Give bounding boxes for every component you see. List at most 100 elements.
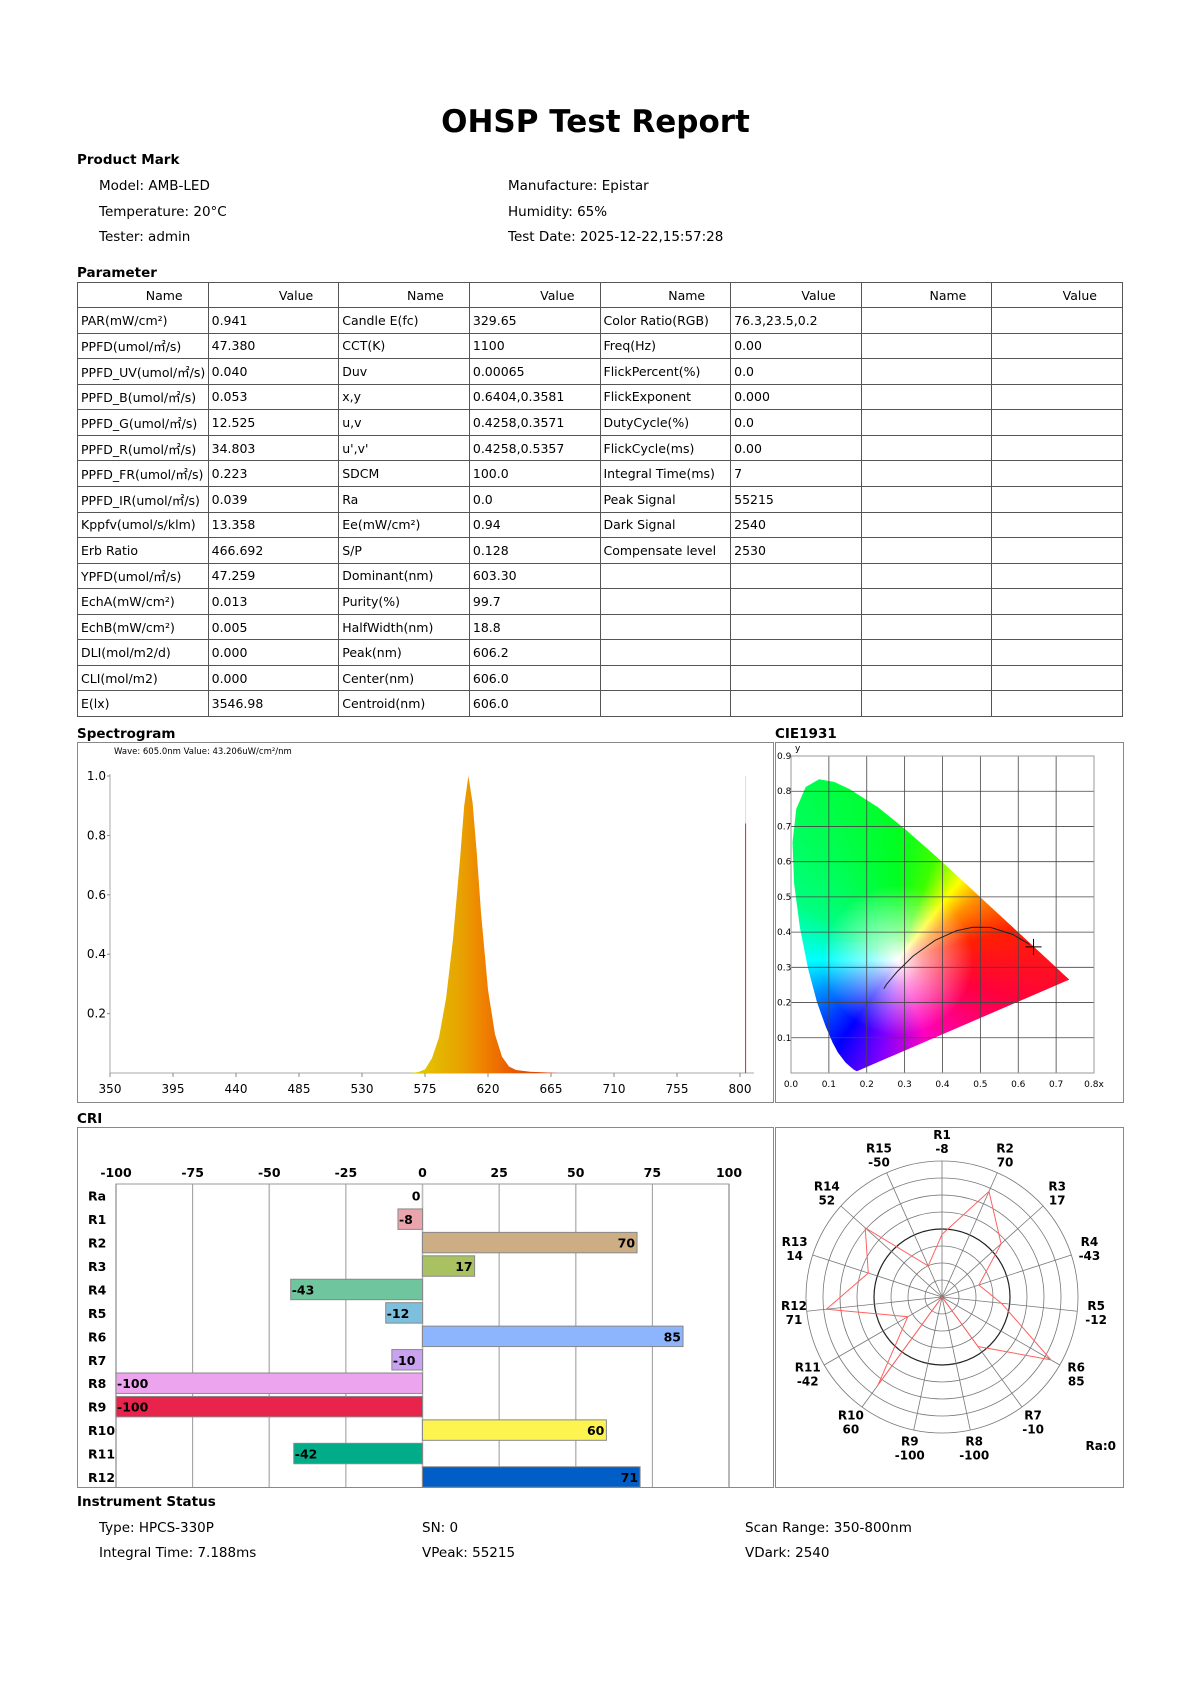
column-header: Name <box>599 282 732 308</box>
column-header: Name <box>860 282 993 308</box>
param-value: 1100 <box>468 332 601 360</box>
param-value: 12.525 <box>207 409 340 436</box>
param-value: 606.0 <box>468 690 601 717</box>
x-tick-label: 620 <box>477 1082 500 1096</box>
param-name: CLI(mol/m2) <box>77 664 209 692</box>
param-name: Candle E(fc) <box>338 307 470 334</box>
bar-value-label: 17 <box>455 1259 472 1274</box>
y-tick-label: 0.7 <box>777 822 791 832</box>
polar-spoke <box>941 1296 971 1431</box>
column-header: Name <box>338 282 470 308</box>
table-row: PPFD_B(umol/㎡/s) 0.053 x,y 0.6404,0.3581 Fli… <box>77 383 1123 411</box>
integral-time: Integral Time: 7.188ms <box>99 1545 257 1561</box>
table-row: PAR(mW/cm²) 0.941 Candle E(fc) 329.65 Color … <box>77 307 1123 334</box>
param-value: 0.000 <box>207 639 340 666</box>
y-tick-label: 0.9 <box>777 752 792 762</box>
param-name: PPFD(umol/㎡/s) <box>77 332 209 360</box>
param-name <box>860 639 993 666</box>
param-name <box>860 460 993 487</box>
param-name: PPFD_G(umol/㎡/s) <box>77 409 209 436</box>
param-name <box>860 434 993 462</box>
param-name: DLI(mol/m2/d) <box>77 639 209 666</box>
polar-label: R2 <box>996 1141 1014 1155</box>
cri-bar-R3 <box>422 1255 476 1277</box>
param-value: 0.000 <box>730 383 862 411</box>
manufacture: Manufacture: Epistar <box>508 178 649 194</box>
x-tick-label: 440 <box>225 1082 248 1096</box>
param-value: 2540 <box>730 511 862 539</box>
polar-label: R7 <box>1024 1408 1042 1422</box>
polar-label: R14 <box>814 1179 840 1193</box>
x-tick-label: 575 <box>414 1082 437 1096</box>
param-value: 0.941 <box>207 307 340 334</box>
param-name: DutyCycle(%) <box>599 409 732 436</box>
humidity: Humidity: 65% <box>508 204 608 220</box>
param-name: PPFD_UV(umol/㎡/s) <box>77 358 209 385</box>
y-tick-label: 0.8 <box>87 828 106 842</box>
bar-value-label: 71 <box>621 1470 638 1485</box>
page-title: OHSP Test Report <box>441 104 750 140</box>
param-name: EchA(mW/cm²) <box>77 588 209 615</box>
param-name: Ra <box>338 485 470 513</box>
parameter-heading: Parameter <box>77 265 157 281</box>
param-value: 0.040 <box>207 358 340 385</box>
polar-value: -100 <box>895 1449 925 1463</box>
param-value: 0.0 <box>468 485 601 513</box>
x-tick-label: 395 <box>162 1082 185 1096</box>
param-value: 0.4258,0.5357 <box>468 434 601 462</box>
param-value: 0.4258,0.3571 <box>468 409 601 436</box>
param-name <box>599 562 732 590</box>
param-name <box>599 639 732 666</box>
x-tick-label: -100 <box>100 1165 132 1180</box>
polar-value: -50 <box>868 1155 890 1169</box>
x-tick-label: 50 <box>567 1165 585 1180</box>
category-label: R1 <box>88 1212 106 1227</box>
table-row: DLI(mol/m2/d) 0.000 Peak(nm) 606.2 <box>77 639 1123 666</box>
y-tick-label: 0.6 <box>87 888 106 902</box>
param-name <box>860 690 993 717</box>
param-name: SDCM <box>338 460 470 487</box>
param-name: u',v' <box>338 434 470 462</box>
param-name: HalfWidth(nm) <box>338 613 470 641</box>
param-value <box>991 307 1123 334</box>
polar-value: 85 <box>1068 1375 1085 1389</box>
polar-spoke <box>941 1296 1060 1366</box>
param-value: 0.000 <box>207 664 340 692</box>
polar-spoke <box>941 1254 1072 1298</box>
polar-label: R5 <box>1087 1299 1105 1313</box>
param-name <box>860 485 993 513</box>
param-name: Centroid(nm) <box>338 690 470 717</box>
param-value <box>991 664 1123 692</box>
table-header-row: Name Value Name Value Name Value Name Value <box>77 282 1123 308</box>
param-value: 47.380 <box>207 332 340 360</box>
param-name <box>860 383 993 411</box>
param-name <box>860 613 993 641</box>
param-name: Ee(mW/cm²) <box>338 511 470 539</box>
x-tick-label: -25 <box>335 1165 358 1180</box>
bar-value-label: -12 <box>387 1306 410 1321</box>
param-name <box>599 690 732 717</box>
param-name: Dominant(nm) <box>338 562 470 590</box>
param-value <box>991 332 1123 360</box>
bar-value-label: -43 <box>292 1282 315 1297</box>
x-tick-label: -50 <box>258 1165 281 1180</box>
instrument-type: Type: HPCS-330P <box>99 1520 214 1536</box>
param-name: YPFD(umol/㎡/s) <box>77 562 209 590</box>
polar-spoke <box>941 1205 1044 1298</box>
table-row: Kppfv(umol/s/klm) 13.358 Ee(mW/cm²) 0.94 Dar… <box>77 511 1123 539</box>
x-tick-label: 710 <box>603 1082 626 1096</box>
param-name <box>860 664 993 692</box>
column-header: Name <box>77 282 209 308</box>
param-value <box>991 613 1123 641</box>
table-row: PPFD_FR(umol/㎡/s) 0.223 SDCM 100.0 Integral … <box>77 460 1123 487</box>
polar-spoke <box>806 1296 943 1312</box>
param-value: 0.013 <box>207 588 340 615</box>
tester: Tester: admin <box>99 229 191 245</box>
param-value <box>730 562 862 590</box>
bar-value-label: 70 <box>618 1236 636 1251</box>
polar-value: -100 <box>959 1449 989 1463</box>
param-name: Dark Signal <box>599 511 732 539</box>
x-tick-label: 0.0 <box>784 1080 799 1090</box>
param-name: Integral Time(ms) <box>599 460 732 487</box>
polar-value: -43 <box>1079 1249 1101 1263</box>
